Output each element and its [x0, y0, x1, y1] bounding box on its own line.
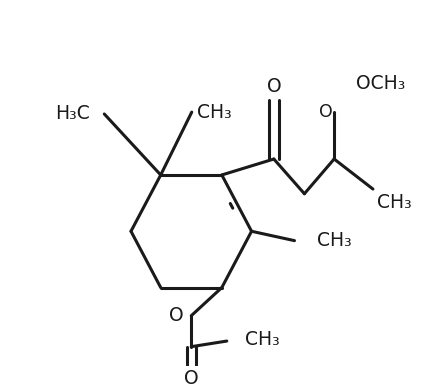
Text: CH₃: CH₃: [245, 329, 280, 349]
Text: O: O: [267, 77, 281, 96]
Text: CH₃: CH₃: [197, 103, 232, 122]
Text: O: O: [169, 306, 184, 325]
Text: CH₃: CH₃: [377, 193, 412, 212]
Text: O: O: [184, 369, 198, 388]
Text: O: O: [319, 103, 332, 121]
Text: CH₃: CH₃: [317, 231, 352, 250]
Text: OCH₃: OCH₃: [356, 74, 406, 93]
Text: H₃C: H₃C: [55, 105, 90, 123]
